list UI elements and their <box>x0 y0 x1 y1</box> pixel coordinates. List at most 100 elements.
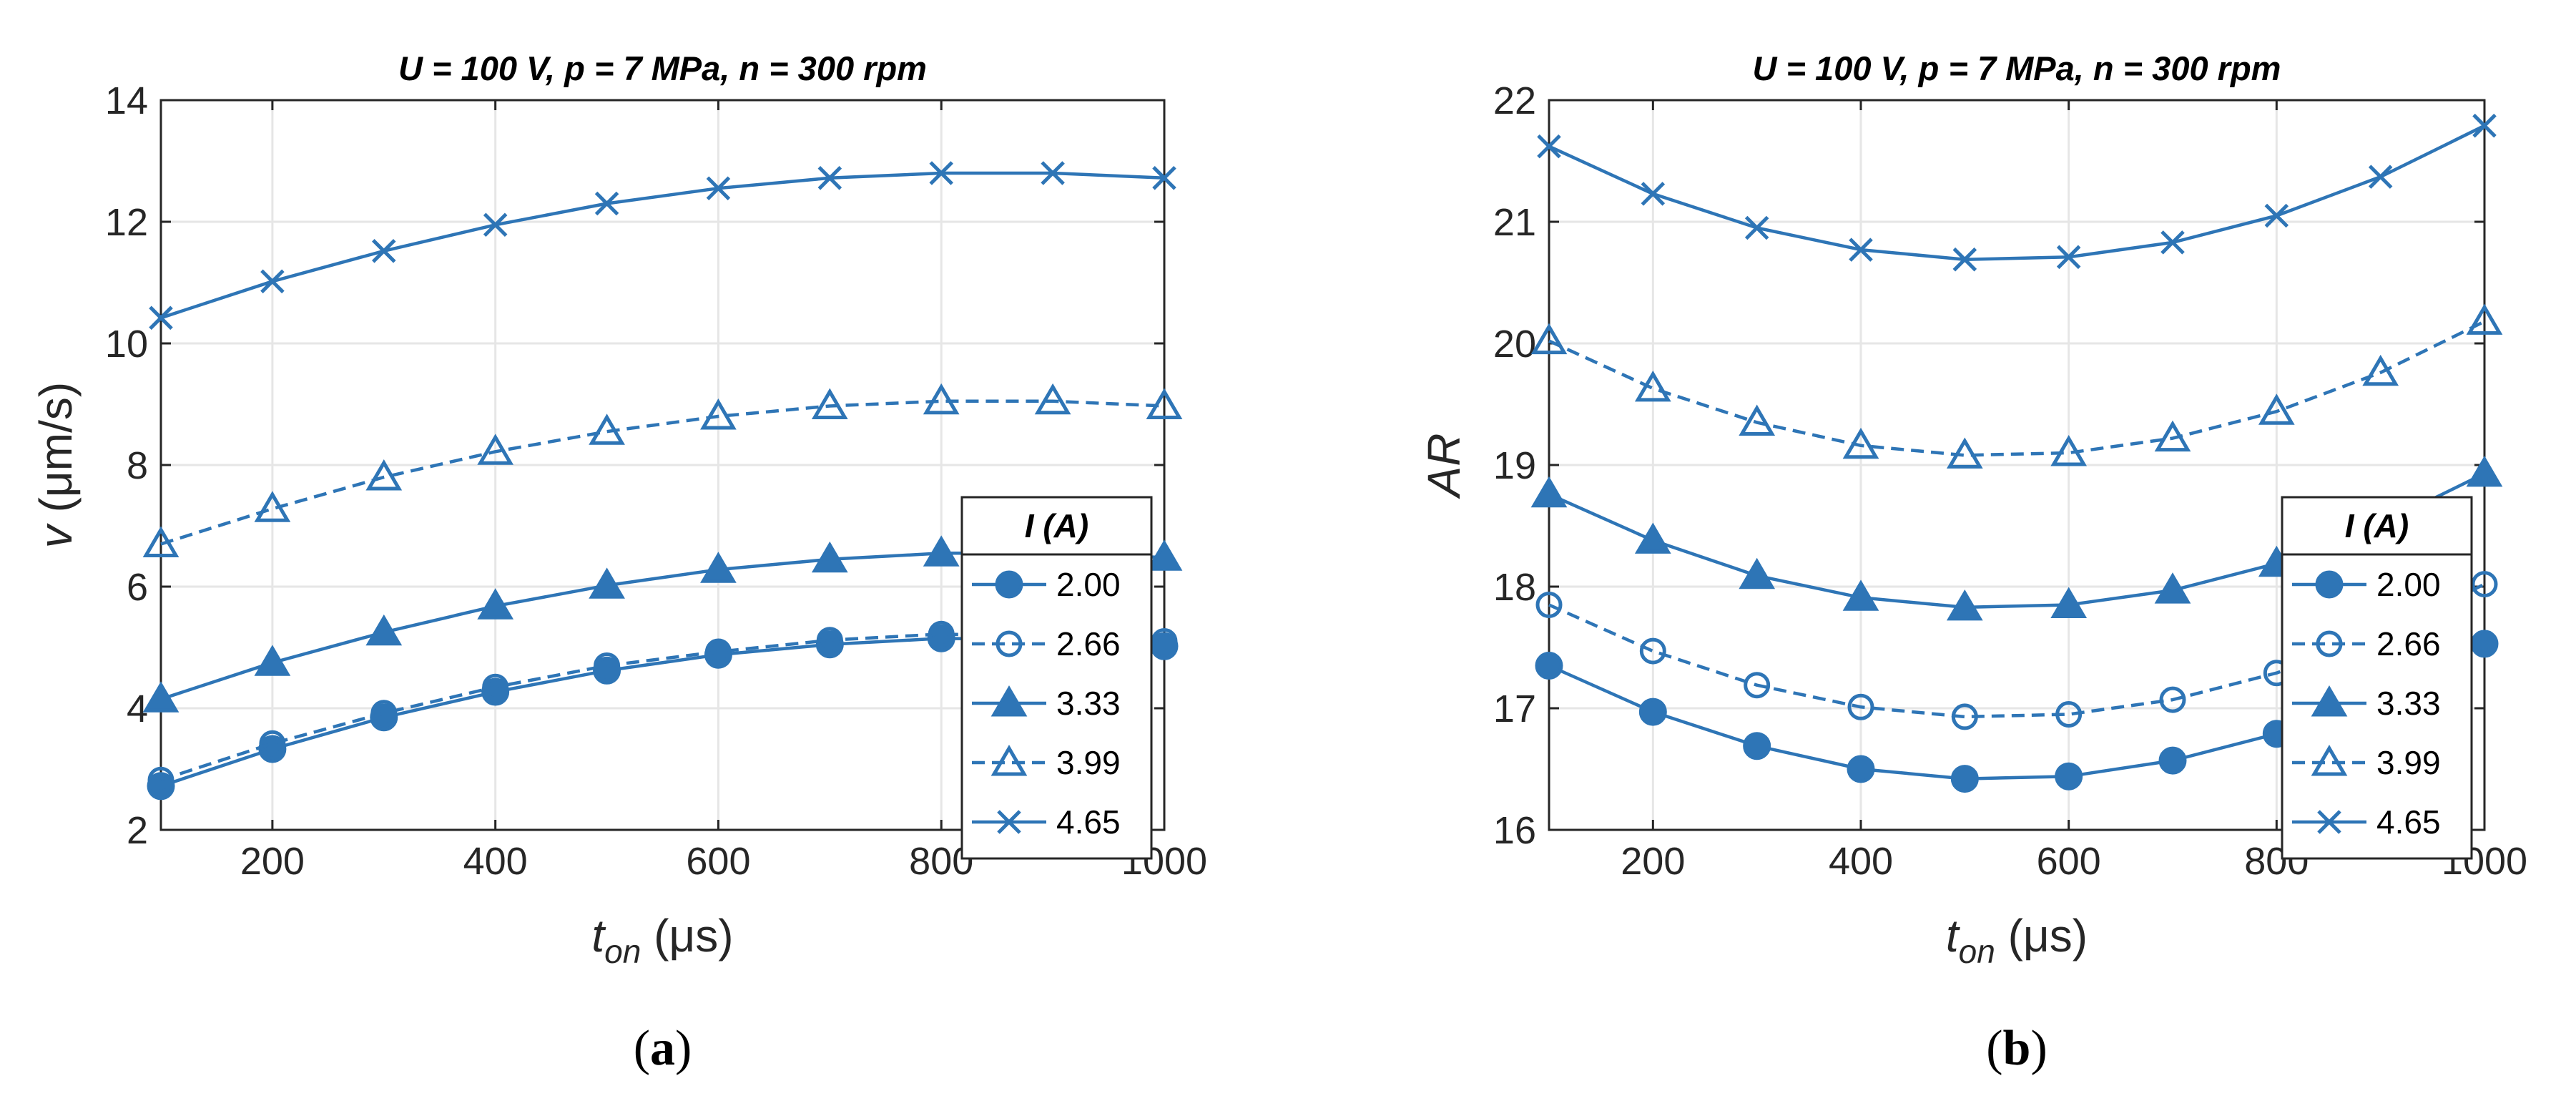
chart-b-data-point <box>1638 698 1667 726</box>
chart-a-ytick-label: 12 <box>105 201 148 244</box>
chart-b-series-line <box>1548 320 2485 457</box>
chart-a-data-point <box>594 191 619 216</box>
chart-b-title: U = 100 V, p = 7 MPa, n = 300 rpm <box>1753 49 2281 87</box>
chart-b-xtick-label: 200 <box>1621 840 1685 883</box>
chart-b-data-point <box>1530 323 1568 355</box>
chart-a-data-point <box>1034 383 1071 415</box>
chart-b-data-point <box>1744 215 1769 240</box>
chart-a-ytick-label: 4 <box>127 687 148 730</box>
chart-a-legend-marker <box>990 745 1028 776</box>
chart-b-legend-marker <box>2317 810 2341 834</box>
chart-a-series-3.99 <box>142 383 1183 557</box>
chart-b-data-point <box>2055 701 2083 728</box>
chart-b-data-point <box>1842 427 1879 459</box>
chart-a-data-point <box>811 388 848 419</box>
chart-b-ytick-label: 21 <box>1493 201 1536 244</box>
chart-a-data-point <box>365 459 403 491</box>
chart-b-data-point <box>1739 557 1776 589</box>
chart-b-ylabel-main: AR <box>1418 434 1470 500</box>
chart-b-data-point <box>2154 420 2191 452</box>
chart-a-legend-marker <box>997 810 1021 834</box>
chart-b-legend-entry: 2.66 <box>2376 625 2441 662</box>
chart-a-legend-title: I (A) <box>1025 507 1088 544</box>
chart-a-data-point <box>704 638 732 665</box>
chart-a-data-point <box>477 434 514 465</box>
chart-b-data-point <box>1950 765 1979 793</box>
chart-b-data-point <box>1530 476 1568 508</box>
chart-b-data-point <box>2056 245 2081 270</box>
chart-a-data-point <box>706 176 731 201</box>
chart-a-data-point <box>482 673 509 700</box>
chart-a-xtick-label: 600 <box>686 840 750 883</box>
chart-b-legend-box <box>2281 496 2473 860</box>
chart-b-panel-paren-close: ) <box>2030 1021 2047 1076</box>
chart-a-data-point <box>1152 166 1176 190</box>
chart-a-series-4.65 <box>149 161 1176 331</box>
chart-a-data-point <box>370 700 398 727</box>
chart-b-data-point <box>1641 182 1666 206</box>
chart-b-legend-entry: 3.33 <box>2376 685 2441 722</box>
chart-a-data-point <box>700 398 737 430</box>
chart-a-data-point <box>923 383 960 415</box>
chart-a-data-point <box>147 766 174 793</box>
chart-a-data-point <box>1151 628 1178 655</box>
chart-b-data-point <box>1537 134 1561 159</box>
chart-b-xlabel-unit: (μs) <box>1995 910 2088 961</box>
chart-a-ytick-label: 6 <box>127 566 148 609</box>
chart-b-data-point <box>1849 238 1873 262</box>
chart-b-legend-title: I (A) <box>2345 507 2409 544</box>
chart-a-legend-marker <box>996 630 1023 657</box>
chart-b-ytick-label: 16 <box>1493 809 1536 852</box>
chart-b-data-point <box>1847 755 1875 783</box>
chart-a-data-point <box>816 627 843 654</box>
chart-b-data-point <box>1535 592 1563 618</box>
chart-a-legend-marker <box>995 570 1023 599</box>
chart-b-data-point <box>2472 113 2497 138</box>
chart-a-xlabel-unit: (μs) <box>641 910 733 961</box>
chart-a-data-point <box>254 491 291 522</box>
chart-a-ytick-label: 14 <box>105 79 148 122</box>
chart-a-ytick-label: 2 <box>127 809 148 852</box>
chart-b-data-point <box>1535 652 1563 680</box>
chart-b-ylabel: AR <box>1418 434 1470 500</box>
chart-b-data-point <box>2368 165 2393 189</box>
chart-b-data-point <box>2466 455 2503 487</box>
chart-a-data-point <box>254 645 291 676</box>
chart-a-data-point <box>1146 539 1183 571</box>
chart-a-data-point <box>700 552 737 583</box>
chart-b-series-line <box>1548 124 2485 261</box>
chart-a-series-line <box>160 171 1165 320</box>
chart-a-panel-paren-close: ) <box>675 1021 692 1076</box>
chart-b-data-point <box>2466 303 2503 335</box>
chart-b-data-point <box>2154 572 2191 604</box>
chart-a-xlabel-sub: on <box>604 933 641 970</box>
chart-a-title: U = 100 V, p = 7 MPa, n = 300 rpm <box>398 49 927 87</box>
chart-b-data-point <box>2470 630 2499 658</box>
chart-a-legend-entry: 3.33 <box>1056 685 1121 722</box>
chart-a-ytick-label: 10 <box>105 323 148 366</box>
chart-a-data-point <box>483 212 508 238</box>
chart-a-data-point <box>259 730 286 757</box>
chart-a-panel-label: (a) <box>634 1021 692 1076</box>
chart-b-data-point <box>1744 672 1771 699</box>
chart-a-xtick-label: 400 <box>463 840 528 883</box>
chart-b-ytick-label: 22 <box>1493 79 1536 122</box>
chart-b-data-point <box>1842 579 1879 611</box>
chart-a-legend-entry: 4.65 <box>1056 803 1121 841</box>
chart-b-data-point <box>1946 437 1983 469</box>
chart-a-data-point <box>1146 388 1183 419</box>
chart-b-data-point <box>1946 589 1983 621</box>
chart-b-xlabel: ton (μs) <box>1946 910 2088 970</box>
chart-a-panel-paren-open: ( <box>634 1021 650 1076</box>
chart-b-series <box>1530 113 2503 793</box>
chart-a-data-point <box>928 620 955 647</box>
chart-b-data-point <box>2050 435 2088 466</box>
chart-a-data-point <box>147 772 175 801</box>
chart-b-legend-marker <box>2311 685 2348 717</box>
chart-b-ytick-label: 17 <box>1493 687 1536 730</box>
chart-a-panel-letter: a <box>650 1021 675 1076</box>
chart-b-legend-entry: 3.99 <box>2376 744 2441 781</box>
